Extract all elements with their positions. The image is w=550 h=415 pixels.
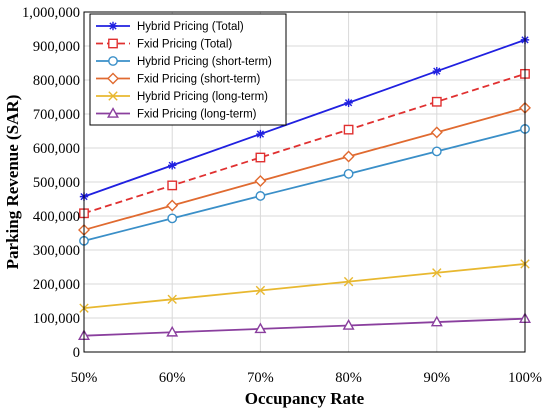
series-5 (79, 259, 530, 313)
x-axis-title: Occupancy Rate (245, 389, 365, 408)
series-line (83, 263, 526, 310)
data-point (430, 126, 443, 139)
y-tick-label: 700,000 (33, 107, 80, 123)
series-line (83, 73, 526, 215)
legend-label: Hybrid Pricing (long-term) (137, 91, 268, 103)
data-point (166, 325, 179, 337)
y-tick-label: 200,000 (33, 277, 80, 293)
x-tick-label: 50% (71, 370, 98, 386)
data-point (430, 315, 443, 327)
data-point (166, 199, 179, 212)
y-axis-ticks: 0 100,000 200,000 300,000 400,000 500,000 600,… (22, 5, 80, 361)
data-point (167, 180, 178, 191)
legend-item: Fxid Pricing (Total) (96, 39, 232, 51)
series-line (83, 39, 526, 198)
y-tick-label: 600,000 (33, 141, 80, 157)
y-tick-label: 900,000 (33, 39, 80, 55)
data-point (254, 174, 267, 187)
legend-label: Fxid Pricing (Total) (137, 39, 232, 51)
series-line (83, 107, 526, 231)
legend-marker (108, 38, 118, 49)
series-6 (78, 312, 531, 340)
legend: Hybrid Pricing (Total) Fxid Pricing (Tota… (89, 13, 287, 126)
data-point (167, 213, 178, 224)
data-point (342, 150, 355, 163)
y-tick-label: 500,000 (33, 175, 80, 191)
series-line (83, 317, 526, 337)
y-tick-label: 0 (73, 345, 80, 361)
y-tick-label: 1,000,000 (22, 5, 80, 21)
data-point (432, 268, 442, 278)
y-axis-title: Parking Revenue (SAR) (3, 95, 22, 270)
data-point (255, 285, 266, 296)
data-point (168, 161, 177, 170)
data-point (255, 152, 266, 163)
x-tick-label: 80% (335, 370, 362, 386)
legend-item: Hybrid Pricing (short-term) (96, 56, 272, 68)
y-tick-label: 300,000 (33, 243, 80, 259)
data-point (343, 276, 354, 287)
x-tick-label: 90% (424, 370, 451, 386)
legend-marker (108, 21, 118, 31)
series-layer (78, 35, 531, 340)
data-point (256, 129, 265, 139)
data-point (342, 319, 355, 330)
y-tick-label: 100,000 (33, 311, 80, 327)
legend-marker (108, 56, 118, 66)
legend-marker (108, 91, 118, 101)
legend-item: Hybrid Pricing (long-term) (96, 91, 268, 103)
series-line (83, 128, 526, 242)
legend-label: Fxid Pricing (long-term) (137, 109, 257, 121)
x-tick-label: 60% (159, 370, 186, 386)
data-point (254, 322, 267, 334)
data-point (431, 146, 442, 157)
plot-frame (83, 11, 526, 353)
data-point (432, 66, 441, 76)
legend-label: Fxid Pricing (short-term) (137, 74, 260, 86)
data-point (431, 96, 442, 107)
legend-label: Hybrid Pricing (Total) (137, 21, 244, 33)
x-tick-label: 70% (247, 370, 274, 386)
legend-marker (107, 107, 119, 118)
y-tick-label: 800,000 (33, 73, 80, 89)
x-tick-label: 100% (508, 370, 542, 386)
data-point (344, 98, 353, 107)
data-point (343, 124, 354, 135)
data-point (167, 294, 177, 304)
legend-item: Fxid Pricing (long-term) (96, 107, 257, 121)
legend-item: Fxid Pricing (short-term) (96, 72, 260, 86)
data-point (343, 168, 354, 179)
legend-label: Hybrid Pricing (short-term) (137, 56, 272, 68)
x-axis-ticks: 50% 60% 70% 80% 90% 100% (71, 370, 542, 386)
legend-item: Hybrid Pricing (Total) (96, 21, 244, 33)
series-4 (78, 101, 531, 236)
y-tick-label: 400,000 (33, 209, 80, 225)
legend-marker (107, 72, 119, 85)
data-point (255, 191, 266, 201)
legend-box (89, 13, 287, 126)
